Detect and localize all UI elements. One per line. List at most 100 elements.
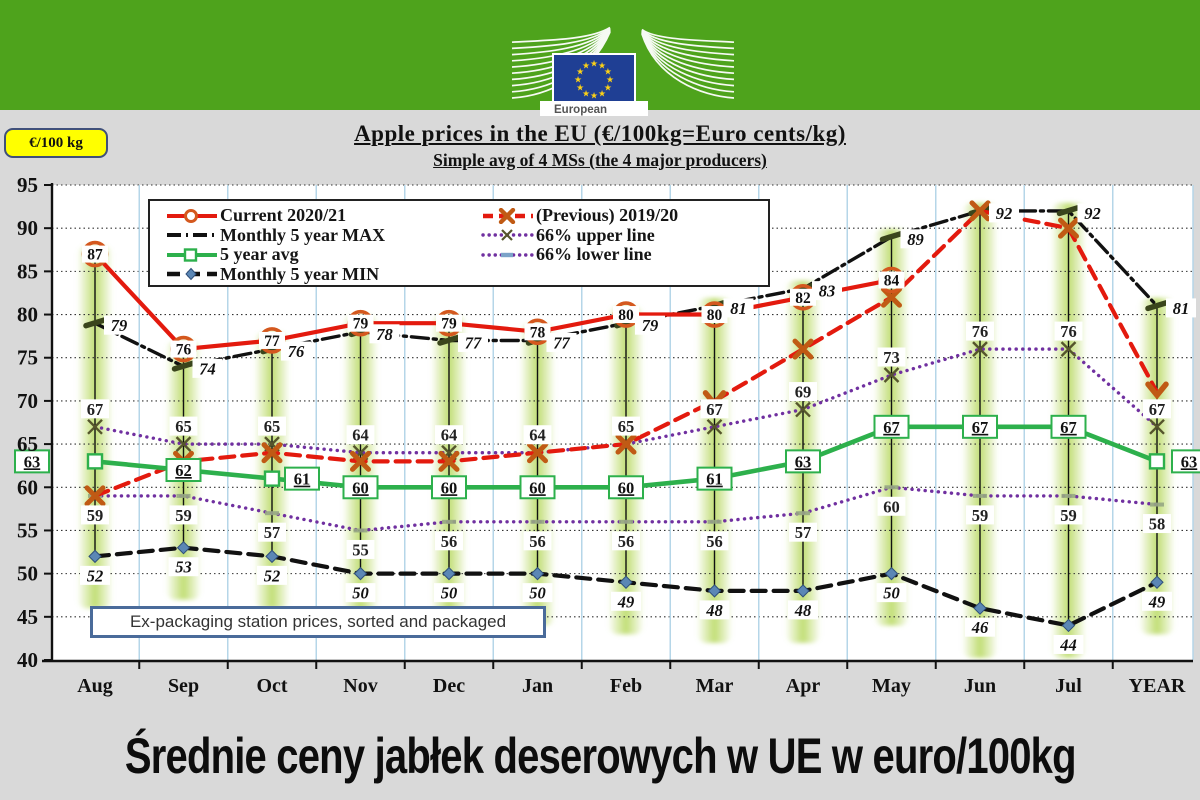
svg-text:40: 40 <box>17 648 38 672</box>
svg-text:67: 67 <box>706 400 723 419</box>
svg-text:59: 59 <box>1060 506 1077 525</box>
legend-item-lower: 66% lower line <box>480 244 678 265</box>
svg-text:58: 58 <box>1149 515 1166 534</box>
svg-text:★: ★ <box>590 92 598 102</box>
svg-text:59: 59 <box>972 506 989 525</box>
svg-text:70: 70 <box>17 389 38 413</box>
svg-text:79: 79 <box>353 316 369 333</box>
legend-label-avg: 5 year avg <box>220 244 299 265</box>
legend-sample-min-line <box>167 268 217 281</box>
svg-text:81: 81 <box>1173 299 1190 318</box>
series--previous-2019-20 <box>84 200 1169 507</box>
svg-text:Jan: Jan <box>522 675 553 697</box>
svg-text:67: 67 <box>972 418 989 437</box>
european-commission-logo: ★ ★★★★★★★★★★★European <box>511 26 735 116</box>
svg-text:75: 75 <box>17 346 38 370</box>
svg-text:55: 55 <box>17 518 38 542</box>
svg-text:★: ★ <box>604 68 612 78</box>
svg-text:77: 77 <box>264 333 280 350</box>
svg-text:92: 92 <box>1084 204 1101 223</box>
svg-text:★: ★ <box>574 76 582 86</box>
svg-text:60: 60 <box>352 478 369 497</box>
svg-text:★: ★ <box>590 60 598 70</box>
svg-text:92: 92 <box>996 204 1013 223</box>
svg-text:67: 67 <box>883 418 900 437</box>
svg-text:59: 59 <box>87 506 104 525</box>
legend-item-current: Current 2020/21 <box>164 205 385 226</box>
svg-text:95: 95 <box>17 173 38 197</box>
chart-title: Apple prices in the EU (€/100kg=Euro cen… <box>354 121 846 146</box>
legend-sample-max-line <box>167 233 217 238</box>
svg-text:64: 64 <box>352 426 369 445</box>
legend-sample-upper-line <box>481 229 535 242</box>
legend-label-min: Monthly 5 year MIN <box>220 263 380 284</box>
svg-text:67: 67 <box>1149 400 1166 419</box>
svg-text:55: 55 <box>352 540 369 559</box>
legend-label-current: Current 2020/21 <box>220 205 347 226</box>
legend-label-lower: 66% lower line <box>536 244 652 265</box>
svg-text:76: 76 <box>176 342 192 359</box>
svg-text:90: 90 <box>17 216 38 240</box>
data-labels: 52 53 52 50 50 50 49 48 48 50 46 44 49 59 59 57 55 56 56 56… <box>14 203 1200 654</box>
eu-flag <box>552 53 636 105</box>
svg-text:65: 65 <box>264 417 281 436</box>
svg-text:77: 77 <box>465 333 482 352</box>
svg-text:63: 63 <box>1181 452 1198 471</box>
svg-text:44: 44 <box>1059 635 1077 654</box>
svg-text:76: 76 <box>972 322 989 341</box>
svg-text:50: 50 <box>352 584 369 603</box>
bottom-caption: Średnie ceny jabłek deserowych w UE w eu… <box>0 712 1200 800</box>
svg-text:Sep: Sep <box>168 675 199 697</box>
svg-text:61: 61 <box>294 470 311 489</box>
svg-text:74: 74 <box>199 359 216 378</box>
series-66-lower-line <box>88 485 1164 533</box>
svg-text:52: 52 <box>264 566 281 585</box>
svg-text:★: ★ <box>598 89 606 99</box>
svg-text:84: 84 <box>884 273 900 290</box>
svg-text:64: 64 <box>529 426 546 445</box>
svg-text:48: 48 <box>705 601 723 620</box>
svg-text:Aug: Aug <box>77 675 113 697</box>
svg-text:63: 63 <box>795 452 812 471</box>
svg-text:65: 65 <box>17 432 38 456</box>
svg-text:76: 76 <box>1060 322 1077 341</box>
svg-text:YEAR: YEAR <box>1129 675 1186 697</box>
svg-text:60: 60 <box>17 475 38 499</box>
svg-text:50: 50 <box>883 584 900 603</box>
note-box: Ex-packaging station prices, sorted and … <box>90 606 546 638</box>
svg-text:Jul: Jul <box>1055 675 1082 697</box>
chart-legend: Current 2020/21 Monthly 5 year MAX 5 yea… <box>148 199 770 287</box>
legend-label-previous: (Previous) 2019/20 <box>536 205 679 226</box>
svg-text:Nov: Nov <box>343 675 377 697</box>
svg-text:64: 64 <box>441 426 458 445</box>
logo-swoosh-right <box>641 28 735 99</box>
header-band: ★ ★ ★ ★ ★ ★ ★ ★ ★ ★ ★ ★ European <box>0 0 1200 116</box>
series-monthly-5-year-min <box>88 541 1164 633</box>
svg-text:46: 46 <box>971 618 989 637</box>
gridlines <box>52 184 1194 660</box>
legend-label-upper: 66% upper line <box>536 224 655 245</box>
svg-text:73: 73 <box>883 348 900 367</box>
svg-text:53: 53 <box>175 558 192 577</box>
svg-text:89: 89 <box>907 230 924 249</box>
legend-item-max: Monthly 5 year MAX <box>164 225 385 246</box>
svg-text:65: 65 <box>175 417 192 436</box>
svg-text:57: 57 <box>795 523 812 542</box>
svg-text:49: 49 <box>617 592 635 611</box>
svg-text:79: 79 <box>441 316 457 333</box>
axes: 40 45 50 55 60 65 70 75 80 85 90 95 Aug Sep Oct Nov Dec J… <box>0 173 1200 715</box>
svg-text:49: 49 <box>1148 592 1166 611</box>
svg-text:56: 56 <box>618 532 635 551</box>
svg-text:★: ★ <box>606 76 614 86</box>
svg-text:81: 81 <box>730 299 747 318</box>
note-text: Ex-packaging station prices, sorted and … <box>129 612 507 631</box>
logo-text: European <box>554 104 607 116</box>
svg-text:★: ★ <box>582 89 590 99</box>
svg-text:★: ★ <box>576 68 584 78</box>
svg-text:Jun: Jun <box>964 675 996 697</box>
svg-text:60: 60 <box>618 478 635 497</box>
svg-text:45: 45 <box>17 605 38 629</box>
svg-text:87: 87 <box>87 247 103 264</box>
svg-text:48: 48 <box>794 601 812 620</box>
legend-item-previous: (Previous) 2019/20 <box>480 205 679 226</box>
